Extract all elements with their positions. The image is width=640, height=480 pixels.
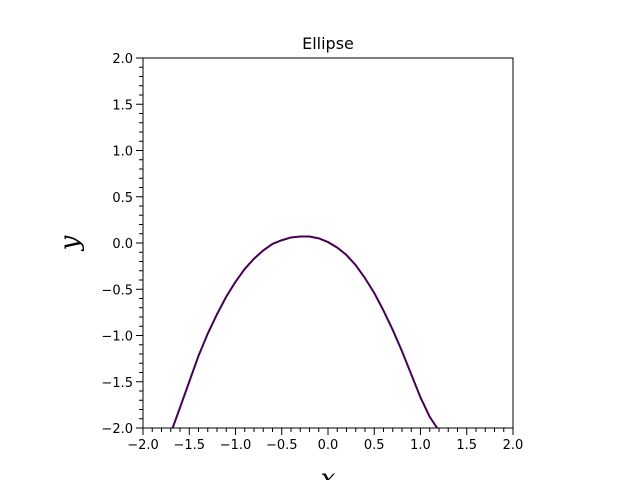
x-tick-label: 2.0 xyxy=(503,438,524,453)
x-tick-label: −0.5 xyxy=(266,438,298,453)
y-axis: −2.0 −1.5 −1.0 −0.5 0.0 0.5 1.0 1.5 2.0 xyxy=(101,52,143,437)
curve-layer xyxy=(171,235,438,429)
y-tick-label: 1.0 xyxy=(112,145,133,160)
x-axis: −2.0 −1.5 −1.0 −0.5 0.0 0.5 1.0 1.5 2.0 xyxy=(127,428,523,453)
y-tick-label: −2.0 xyxy=(101,422,133,437)
y-tick-label: −0.5 xyxy=(101,283,133,298)
chart-title: Ellipse xyxy=(302,34,354,53)
x-axis-label: x xyxy=(321,464,336,480)
y-tick-label: −1.0 xyxy=(101,330,133,345)
x-tick-label: −1.0 xyxy=(220,438,252,453)
y-tick-label: −1.5 xyxy=(101,376,133,391)
series-line-0 xyxy=(171,235,438,429)
x-tick-label: −2.0 xyxy=(127,438,159,453)
y-tick-label: 0.5 xyxy=(112,191,133,206)
x-tick-label: 1.5 xyxy=(456,438,477,453)
y-tick-label: 1.5 xyxy=(112,98,133,113)
x-tick-label: −1.5 xyxy=(173,438,205,453)
y-tick-label: 0.0 xyxy=(112,237,133,252)
x-tick-label: 1.0 xyxy=(410,438,431,453)
x-tick-label: 0.0 xyxy=(318,438,339,453)
x-tick-label: 0.5 xyxy=(364,438,385,453)
y-axis-label: y xyxy=(55,235,85,251)
y-tick-label: 2.0 xyxy=(112,52,133,67)
